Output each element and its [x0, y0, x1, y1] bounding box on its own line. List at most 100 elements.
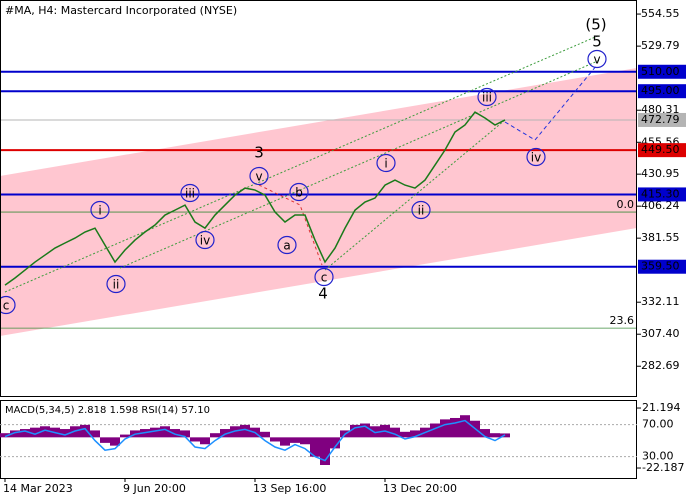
level-tag — [638, 64, 686, 79]
macd-bar — [350, 424, 360, 438]
macd-bar — [100, 437, 110, 443]
macd-bar — [260, 431, 270, 438]
wave-circle — [106, 274, 126, 294]
macd-bar — [300, 437, 310, 445]
wave-label: c — [321, 271, 328, 285]
wave-label: iii — [185, 187, 195, 201]
macd-bar — [460, 415, 470, 438]
wave-label: ii — [418, 204, 425, 218]
current-price-label: 472.79 — [641, 113, 680, 126]
macd-bar — [0, 433, 10, 438]
fib-label: 0.0 — [617, 198, 635, 211]
trend-line — [324, 119, 506, 271]
wave-circle — [277, 235, 297, 255]
level-tag — [638, 259, 686, 274]
level-label: 495.00 — [641, 84, 680, 97]
x-tick-label: 13 Sep 16:00 — [253, 482, 326, 495]
macd-bar — [320, 437, 330, 465]
wave-label: b — [295, 186, 303, 200]
indicator-pane-border — [0, 400, 637, 479]
wave-circle — [90, 200, 110, 220]
y-tick-label: 381.55 — [641, 231, 680, 244]
level-tag — [638, 84, 686, 99]
main-pane-border — [0, 0, 637, 397]
wave-label: v — [593, 53, 600, 67]
level-tag — [638, 187, 686, 202]
macd-bar — [400, 431, 410, 438]
macd-bar — [90, 430, 100, 438]
macd-bar — [480, 429, 490, 438]
macd-bar — [190, 437, 200, 442]
macd-bar — [110, 437, 120, 446]
wave-label: i — [384, 157, 387, 171]
x-tick-label: 14 Mar 2023 — [3, 482, 73, 495]
rsi-tick-label: 70.00 — [642, 418, 674, 431]
macd-bar — [70, 426, 80, 438]
y-tick-label: 554.55 — [641, 7, 680, 20]
indicator-tick-label: -22.187 — [642, 461, 684, 474]
macd-bar — [160, 426, 170, 438]
macd-bar — [270, 437, 280, 442]
macd-bar — [180, 430, 190, 438]
price-line — [4, 111, 506, 286]
chart-title: #MA, H4: Mastercard Incorporated (NYSE) — [5, 4, 237, 17]
wave-circle — [180, 183, 200, 203]
wave-label: iv — [531, 151, 541, 165]
wave-label: 4 — [318, 285, 328, 303]
wave-circle — [0, 295, 16, 315]
y-tick-label: 307.40 — [641, 327, 680, 340]
wave-circle — [195, 230, 215, 250]
wave-circle — [526, 147, 546, 167]
indicator-title: MACD(5,34,5) 2.818 1.598 RSI(14) 57.10 — [5, 405, 210, 416]
wave-label: a — [283, 239, 290, 253]
macd-bar — [20, 429, 30, 438]
level-tag — [638, 143, 686, 158]
wave-label: (5) — [585, 16, 606, 34]
macd-bar — [280, 437, 290, 446]
macd-bar — [170, 429, 180, 438]
macd-bar — [150, 427, 160, 438]
wave-label: i — [98, 204, 101, 218]
level-label: 510.00 — [641, 65, 680, 78]
y-tick-label: 430.95 — [641, 167, 680, 180]
macd-bar — [210, 433, 220, 438]
wave-circle — [249, 166, 269, 186]
macd-bar — [330, 437, 340, 449]
wave-label: iii — [482, 91, 492, 105]
wave-label: 5 — [592, 33, 602, 51]
y-tick-label: 529.79 — [641, 39, 680, 52]
rsi-tick-label: 30.00 — [642, 450, 674, 463]
y-tick-label: 406.24 — [641, 199, 680, 212]
y-tick-label: 332.11 — [641, 295, 680, 308]
price-channel — [0, 68, 637, 336]
macd-bar — [220, 429, 230, 438]
macd-bar — [290, 437, 300, 443]
macd-bar — [230, 426, 240, 438]
wave-label: c — [3, 299, 10, 313]
macd-bar — [360, 423, 370, 438]
macd-bar — [310, 437, 320, 457]
macd-bar — [60, 429, 70, 438]
macd-bar — [200, 437, 210, 445]
macd-bar — [240, 424, 250, 438]
macd-bar — [410, 430, 420, 438]
wave-label: 3 — [254, 144, 264, 162]
x-tick-label: 9 Jun 20:00 — [123, 482, 186, 495]
wave-circle — [411, 200, 431, 220]
macd-bar — [80, 424, 90, 438]
wave-circle — [289, 182, 309, 202]
macd-bar — [490, 433, 500, 438]
wave-label: v — [255, 170, 262, 184]
wave-label: iv — [200, 234, 210, 248]
level-label: 359.50 — [641, 260, 680, 273]
wave-circle — [376, 153, 396, 173]
wave-circle — [477, 87, 497, 107]
macd-bar — [430, 423, 440, 438]
level-label: 449.50 — [641, 143, 680, 156]
wave-label: ii — [113, 278, 120, 292]
trend-line — [119, 59, 601, 269]
y-tick-label: 282.69 — [641, 359, 680, 372]
macd-bar — [390, 427, 400, 438]
macd-bar — [450, 417, 460, 438]
